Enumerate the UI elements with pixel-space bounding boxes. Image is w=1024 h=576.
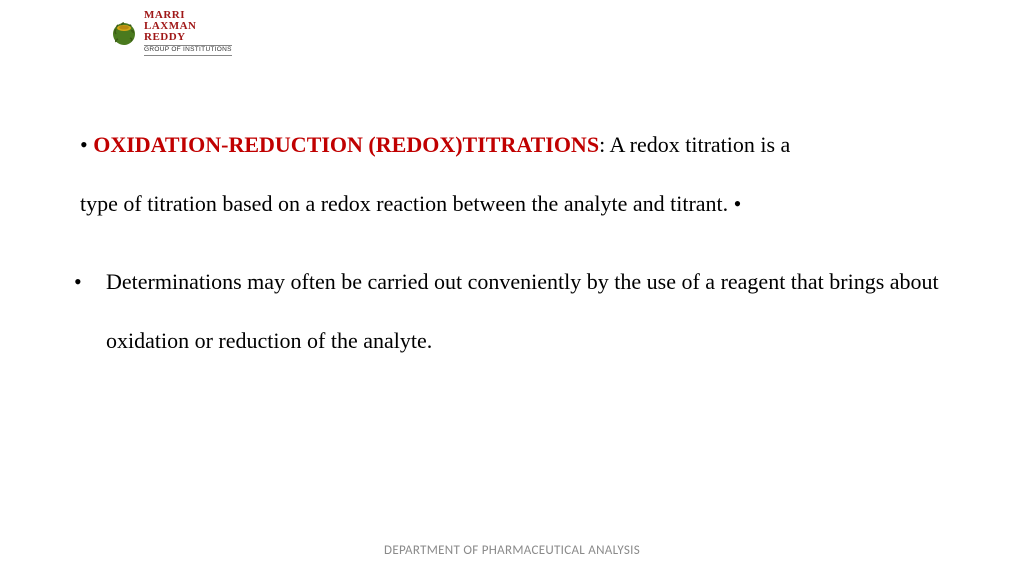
paragraph-2: •Determinations may often be carried out… (80, 252, 944, 371)
footer-department: DEPARTMENT OF PHARMACEUTICAL ANALYSIS (0, 543, 1024, 558)
institution-logo: MARRI LAXMAN REDDY GROUP OF INSTITUTIONS (110, 10, 232, 56)
body-2: Determinations may often be carried out … (106, 269, 939, 353)
paragraph-1: • OXIDATION-REDUCTION (REDOX)TITRATIONS:… (80, 115, 944, 234)
body-1b: type of titration based on a redox react… (80, 191, 741, 216)
heading-redox: OXIDATION-REDUCTION (REDOX)TITRATIONS (93, 132, 599, 157)
bullet-2: • (90, 252, 106, 311)
bullet-1: • (80, 132, 88, 157)
logo-tagline: GROUP OF INSTITUTIONS (144, 45, 232, 56)
slide-body: • OXIDATION-REDUCTION (REDOX)TITRATIONS:… (80, 115, 944, 371)
logo-line3: REDDY (144, 32, 232, 43)
body-1a: : A redox titration is a (599, 132, 790, 157)
logo-text-block: MARRI LAXMAN REDDY GROUP OF INSTITUTIONS (144, 10, 232, 56)
logo-emblem-icon (110, 19, 138, 47)
